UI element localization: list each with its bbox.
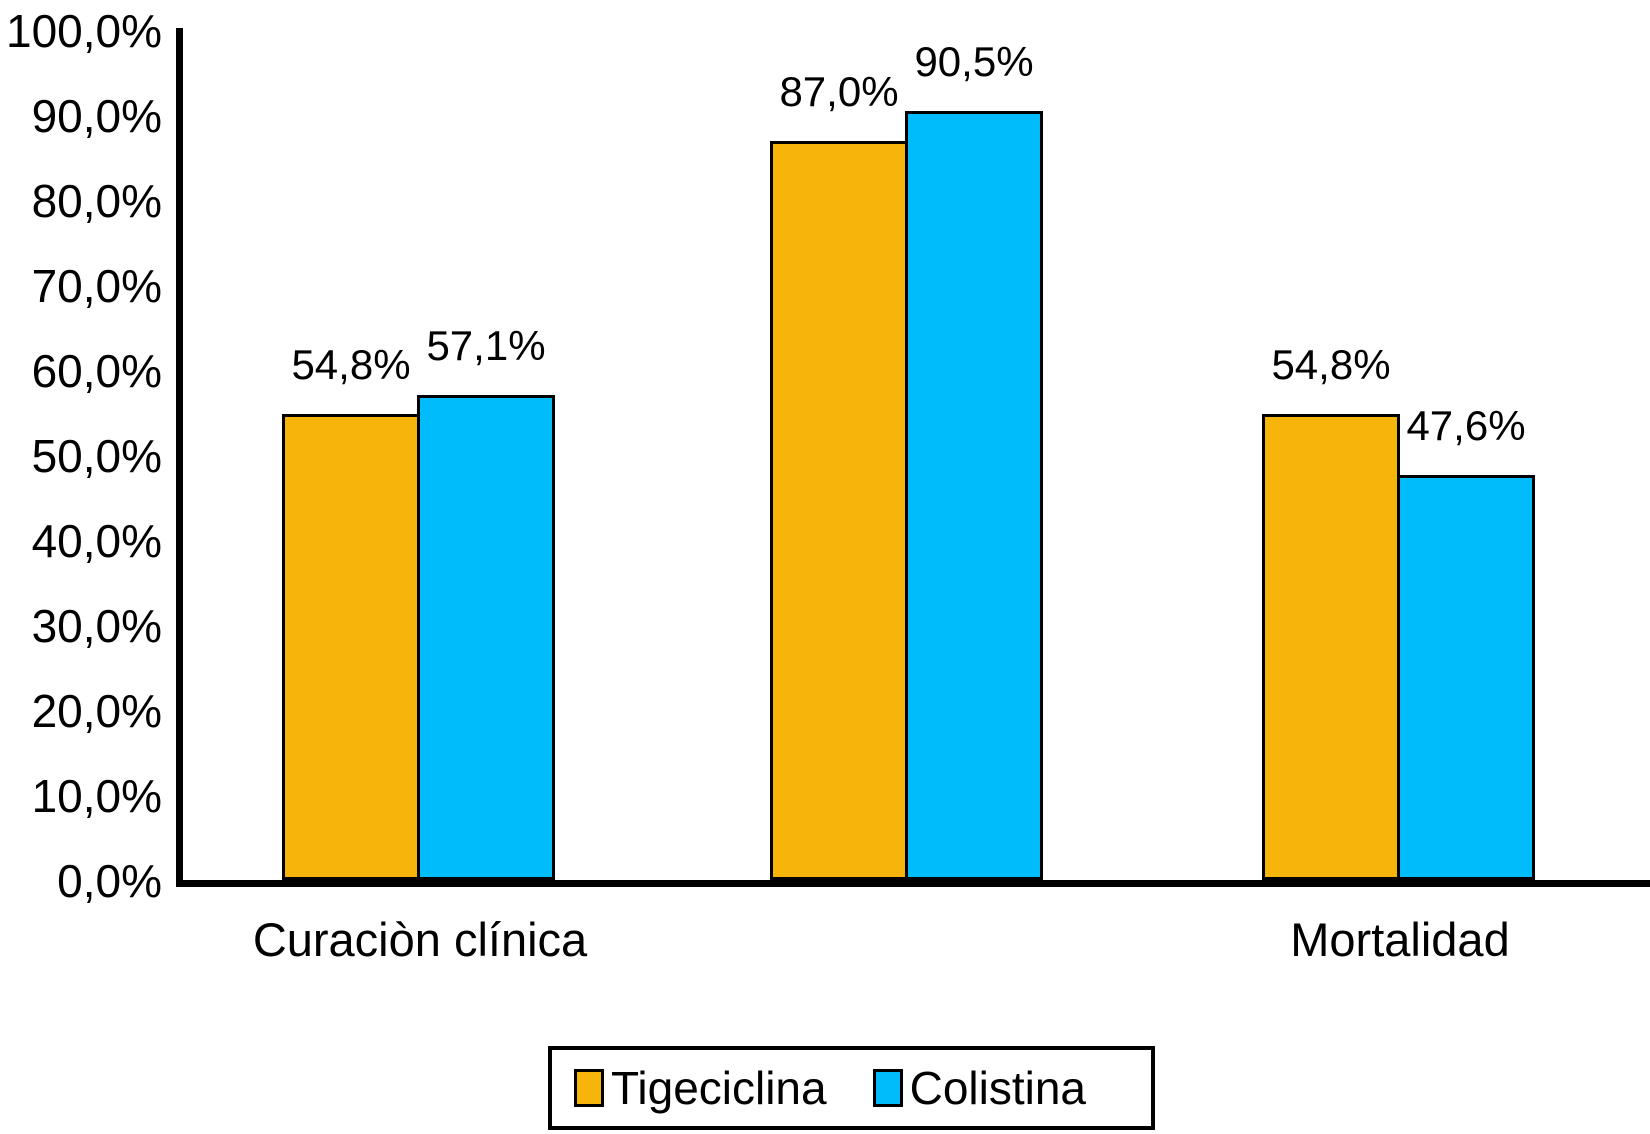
bar-colistina-0	[417, 394, 555, 880]
bar-value-label: 47,6%	[1406, 402, 1526, 450]
bar-value-label: 54,8%	[291, 341, 411, 389]
legend-item-tigeciclina: Tigeciclina	[574, 1063, 827, 1113]
y-tick-label: 0,0%	[57, 855, 162, 907]
bar-value-label: 54,8%	[1271, 341, 1391, 389]
bar-value-label: 90,5%	[914, 37, 1034, 85]
y-tick-label: 70,0%	[31, 260, 162, 312]
category-label-2: Mortalidad	[1290, 913, 1510, 966]
bar-tigeciclina-2	[1262, 414, 1400, 880]
tigeciclina-color-swatch	[574, 1069, 604, 1107]
bar-tigeciclina-1	[770, 140, 908, 880]
legend-item-colistina: Colistina	[872, 1062, 1087, 1114]
bar-colistina-1	[905, 110, 1043, 880]
colistina-color-swatch	[872, 1069, 903, 1107]
y-tick-label: 60,0%	[31, 345, 162, 397]
legend: Tigeciclina Colistina	[548, 1046, 1155, 1130]
y-tick-label: 10,0%	[31, 770, 162, 822]
bar-tigeciclina-0	[282, 414, 420, 880]
bar-colistina-2	[1397, 475, 1535, 880]
y-tick-label: 90,0%	[31, 90, 162, 142]
y-tick-label: 100,0%	[5, 5, 162, 57]
y-tick-label: 20,0%	[31, 685, 162, 737]
x-axis-line	[176, 880, 1650, 887]
y-tick-label: 80,0%	[31, 175, 162, 227]
legend-label-tigeciclina: Tigeciclina	[611, 1062, 827, 1114]
legend-label-colistina: Colistina	[909, 1062, 1087, 1114]
y-tick-label: 40,0%	[31, 515, 162, 567]
category-label-0: Curaciòn clínica	[252, 913, 588, 966]
y-tick-label: 30,0%	[31, 600, 162, 652]
y-tick-label: 50,0%	[31, 430, 162, 482]
bar-value-label: 57,1%	[426, 321, 546, 369]
y-axis-line	[176, 28, 183, 887]
bar-value-label: 87,0%	[779, 67, 899, 115]
